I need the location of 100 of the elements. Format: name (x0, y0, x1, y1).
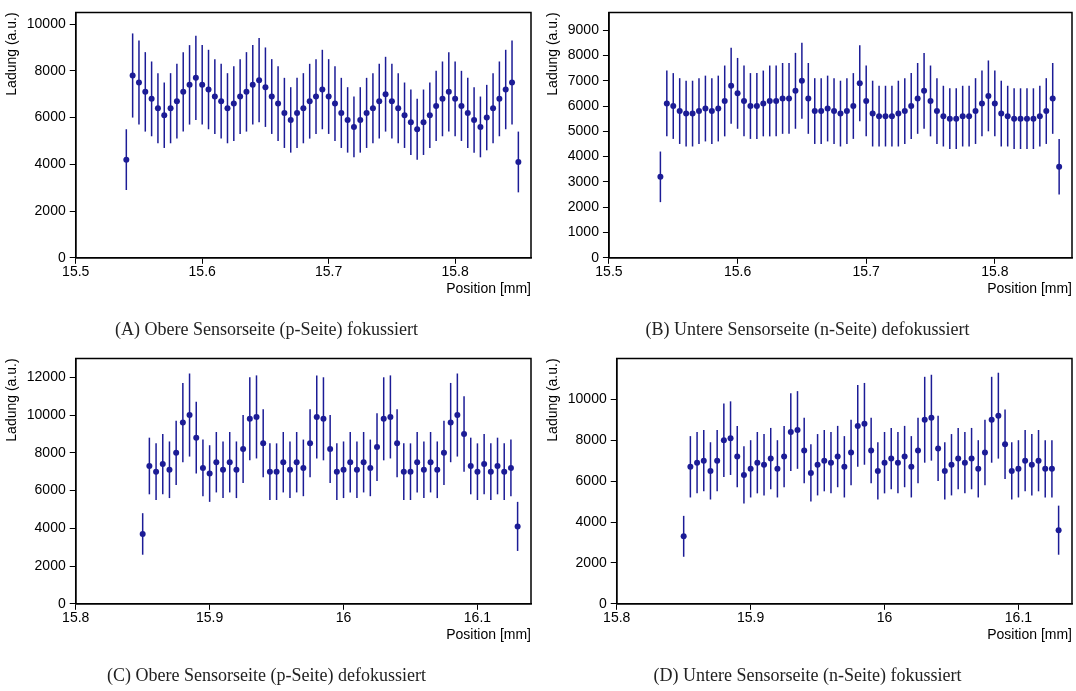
x-tick-label: 15.6 (188, 263, 217, 280)
point (199, 464, 206, 471)
y-tick-label: 1000 (567, 223, 600, 240)
point (874, 467, 881, 474)
y-tick-label: 7000 (567, 71, 600, 88)
x-tick-label: 16.1 (1004, 609, 1033, 626)
point (300, 464, 307, 471)
point (814, 461, 821, 468)
y-tick-label: 4000 (34, 519, 66, 536)
point (193, 434, 200, 441)
y-tick-label: 12000 (26, 368, 66, 385)
point (253, 413, 260, 420)
x-tick-label: 16 (876, 609, 893, 626)
point (1008, 467, 1015, 474)
point (340, 466, 347, 473)
point (881, 459, 888, 466)
point (387, 413, 394, 420)
point (1022, 457, 1029, 464)
point (266, 468, 273, 475)
point (807, 469, 814, 476)
y-tick-label: 6000 (567, 96, 600, 113)
point (961, 459, 968, 466)
point (707, 467, 714, 474)
point (821, 457, 828, 464)
point (694, 459, 701, 466)
text: (D) Untere Sensorseite (n-Seite) fokussiert (653, 664, 962, 686)
point (794, 426, 801, 433)
point (179, 419, 186, 426)
x-tick-label: 15.9 (737, 609, 765, 626)
point (447, 419, 454, 426)
point (901, 453, 908, 460)
x-axis-title: Position [mm] (987, 625, 1072, 642)
point (700, 457, 707, 464)
y-tick-label: 2000 (567, 198, 600, 215)
point (474, 468, 481, 475)
point (1042, 465, 1049, 472)
point (427, 459, 434, 466)
point (327, 446, 334, 453)
y-tick-label: 8000 (34, 61, 66, 78)
point (1055, 527, 1062, 534)
x-axis-title: Position [mm] (987, 279, 1072, 296)
point (908, 463, 915, 470)
point (754, 459, 761, 466)
point (440, 449, 447, 456)
x-tick-label: 15.5 (595, 263, 623, 280)
y-tick-label: 4000 (567, 147, 600, 164)
y-tick-label: 0 (57, 248, 66, 265)
y-tick-label: 8000 (575, 431, 607, 448)
point (935, 445, 942, 452)
point (767, 455, 774, 462)
y-tick-label: 9000 (567, 20, 600, 37)
y-tick-label: 0 (591, 248, 600, 265)
point (968, 455, 975, 462)
point (834, 453, 841, 460)
point (347, 459, 354, 466)
point (1035, 457, 1042, 464)
x-tick-label: 15.8 (603, 609, 631, 626)
x-tick-label: 15.9 (196, 609, 224, 626)
point (407, 468, 414, 475)
point (159, 461, 166, 468)
point (280, 459, 287, 466)
point (173, 449, 180, 456)
point (734, 453, 741, 460)
y-axis-title: Ladung (a.u.) (3, 358, 20, 442)
point (146, 463, 153, 469)
point (400, 468, 407, 475)
point (740, 471, 747, 478)
point (988, 416, 995, 423)
point (320, 415, 327, 422)
point (246, 415, 253, 422)
point (761, 461, 768, 468)
point (220, 466, 227, 473)
point (747, 465, 754, 472)
text: (B) Untere Sensorseite (n-Seite) defokussiert (645, 318, 970, 340)
x-tick-label: 15.8 (62, 609, 90, 626)
point (981, 449, 988, 456)
point (928, 414, 935, 421)
y-tick-label: 6000 (34, 481, 66, 498)
point (894, 459, 901, 466)
point (307, 440, 314, 447)
point (420, 466, 427, 473)
point (467, 463, 474, 469)
point (233, 466, 240, 473)
y-tick-label: 2000 (575, 553, 607, 570)
point (680, 533, 687, 540)
y-tick-label: 10000 (567, 390, 607, 407)
point (353, 466, 360, 473)
y-tick-label: 0 (598, 594, 607, 611)
x-tick-label: 15.8 (981, 263, 1009, 280)
point (487, 468, 494, 475)
point (494, 463, 501, 469)
text: (A) Obere Sensorseite (p-Seite) fokussiert (115, 318, 418, 340)
y-tick-label: 0 (57, 594, 66, 611)
point (841, 463, 848, 470)
point (995, 412, 1002, 419)
point (868, 447, 875, 454)
point (380, 415, 387, 422)
point (333, 468, 340, 475)
x-axis-title: Position [mm] (446, 279, 531, 296)
y-tick-label: 10000 (26, 405, 66, 422)
